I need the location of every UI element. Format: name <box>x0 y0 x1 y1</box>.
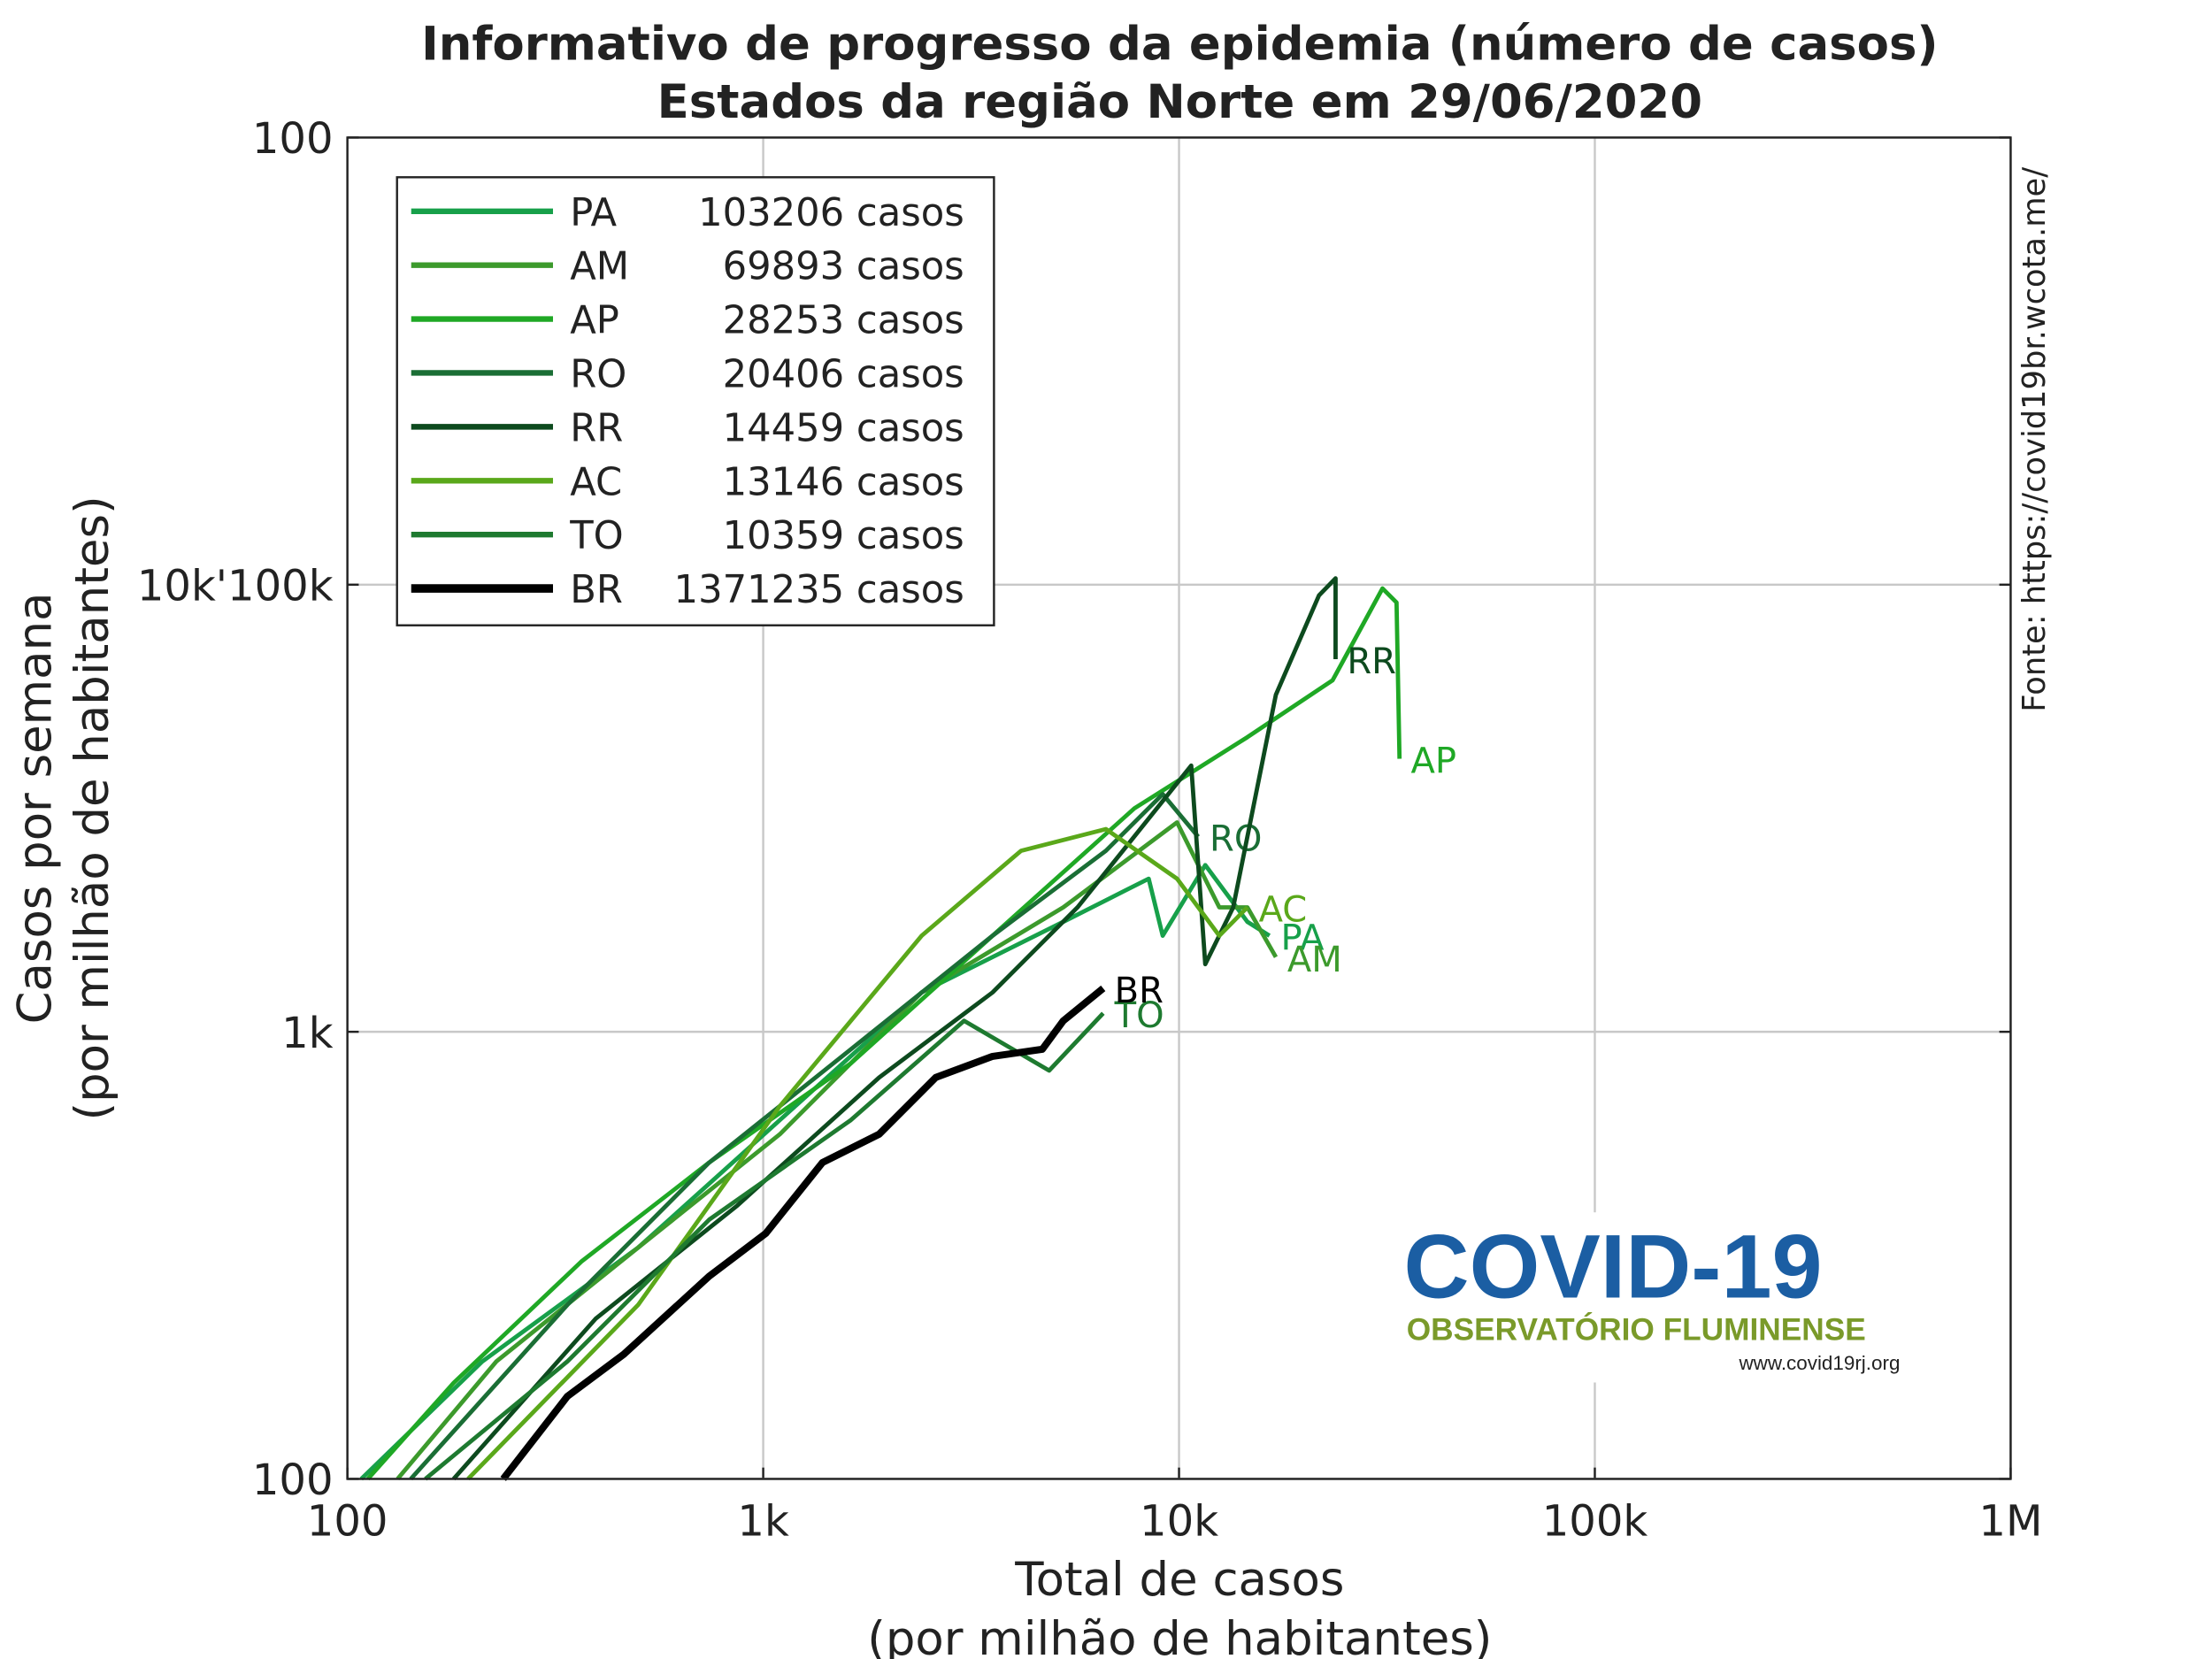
x-tick-label: 10k <box>1140 1497 1218 1547</box>
chart-title: Informativo de progresso da epidemia (nú… <box>421 17 1939 71</box>
legend-box <box>396 176 995 626</box>
legend-cases: 1371235 casos <box>674 568 964 612</box>
series-line <box>424 1011 1105 1481</box>
chart-subtitle: Estados da região Norte em 29/06/2020 <box>657 75 1702 129</box>
legend-label: AP <box>570 299 619 343</box>
y-tick-label: 100 <box>252 1455 334 1505</box>
series-end-label: AP <box>1411 741 1457 782</box>
legend-label: RR <box>570 406 623 450</box>
legend-cases: 20406 casos <box>723 353 964 397</box>
x-axis-label: Total de casos <box>1014 1553 1344 1607</box>
legend-cases: 14459 casos <box>723 406 964 450</box>
x-tick-label: 100 <box>307 1497 388 1547</box>
legend-cases: 103206 casos <box>698 191 964 235</box>
series-end-label: RR <box>1347 641 1396 682</box>
y-axis-label: (por milhão de habitantes) <box>65 495 119 1120</box>
series-line <box>365 586 1402 1481</box>
series-end-label: BR <box>1115 971 1164 1011</box>
logo-background <box>1396 1212 1915 1383</box>
series-line <box>409 792 1201 1481</box>
legend-cases: 69893 casos <box>723 245 964 289</box>
logo: COVID-19 OBSERVATÓRIO FLUMINENSE www.cov… <box>1396 1212 1915 1383</box>
legend-label: AC <box>570 460 622 504</box>
series-end-label: PA <box>1281 918 1325 959</box>
series-line <box>451 576 1338 1481</box>
plot-frame <box>346 136 2012 1480</box>
legend-label: BR <box>570 568 623 612</box>
legend-label: PA <box>570 191 617 235</box>
legend-label: RO <box>570 353 626 397</box>
series-line <box>500 985 1106 1481</box>
logo-subtitle: OBSERVATÓRIO FLUMINENSE <box>1407 1311 1866 1347</box>
y-axis-label: Casos por semana <box>9 592 63 1024</box>
x-axis-label: (por milhão de habitantes) <box>867 1612 1492 1659</box>
series-end-label: TO <box>1114 995 1164 1036</box>
series-end-label: AC <box>1259 890 1308 931</box>
series-line <box>466 826 1249 1481</box>
legend-cases: 28253 casos <box>723 299 964 343</box>
plot-area: 100 1k 10k 100k 1M1001k10k'100k100PAAMAPRORR… <box>137 114 2043 1547</box>
legend-label: TO <box>569 514 623 558</box>
x-tick-label: 100k <box>1542 1497 1648 1547</box>
legend-label: AM <box>570 245 629 289</box>
series-end-label: RO <box>1210 819 1262 860</box>
y-tick-label: 10k'100k <box>137 561 334 611</box>
x-tick-label: 1M <box>1978 1497 2042 1547</box>
legend-cases: 13146 casos <box>723 460 964 504</box>
legend-cases: 10359 casos <box>723 514 964 558</box>
x-tick-label: 1k <box>737 1497 789 1547</box>
logo-url: www.covid19rj.org <box>1738 1352 1900 1374</box>
series-end-label: AM <box>1287 940 1342 980</box>
source-note: Fonte: https://covid19br.wcota.me/ <box>2016 167 2053 712</box>
y-tick-label: 100 <box>252 114 334 164</box>
y-tick-label: 1k <box>281 1009 334 1058</box>
logo-title: COVID-19 <box>1404 1215 1823 1317</box>
